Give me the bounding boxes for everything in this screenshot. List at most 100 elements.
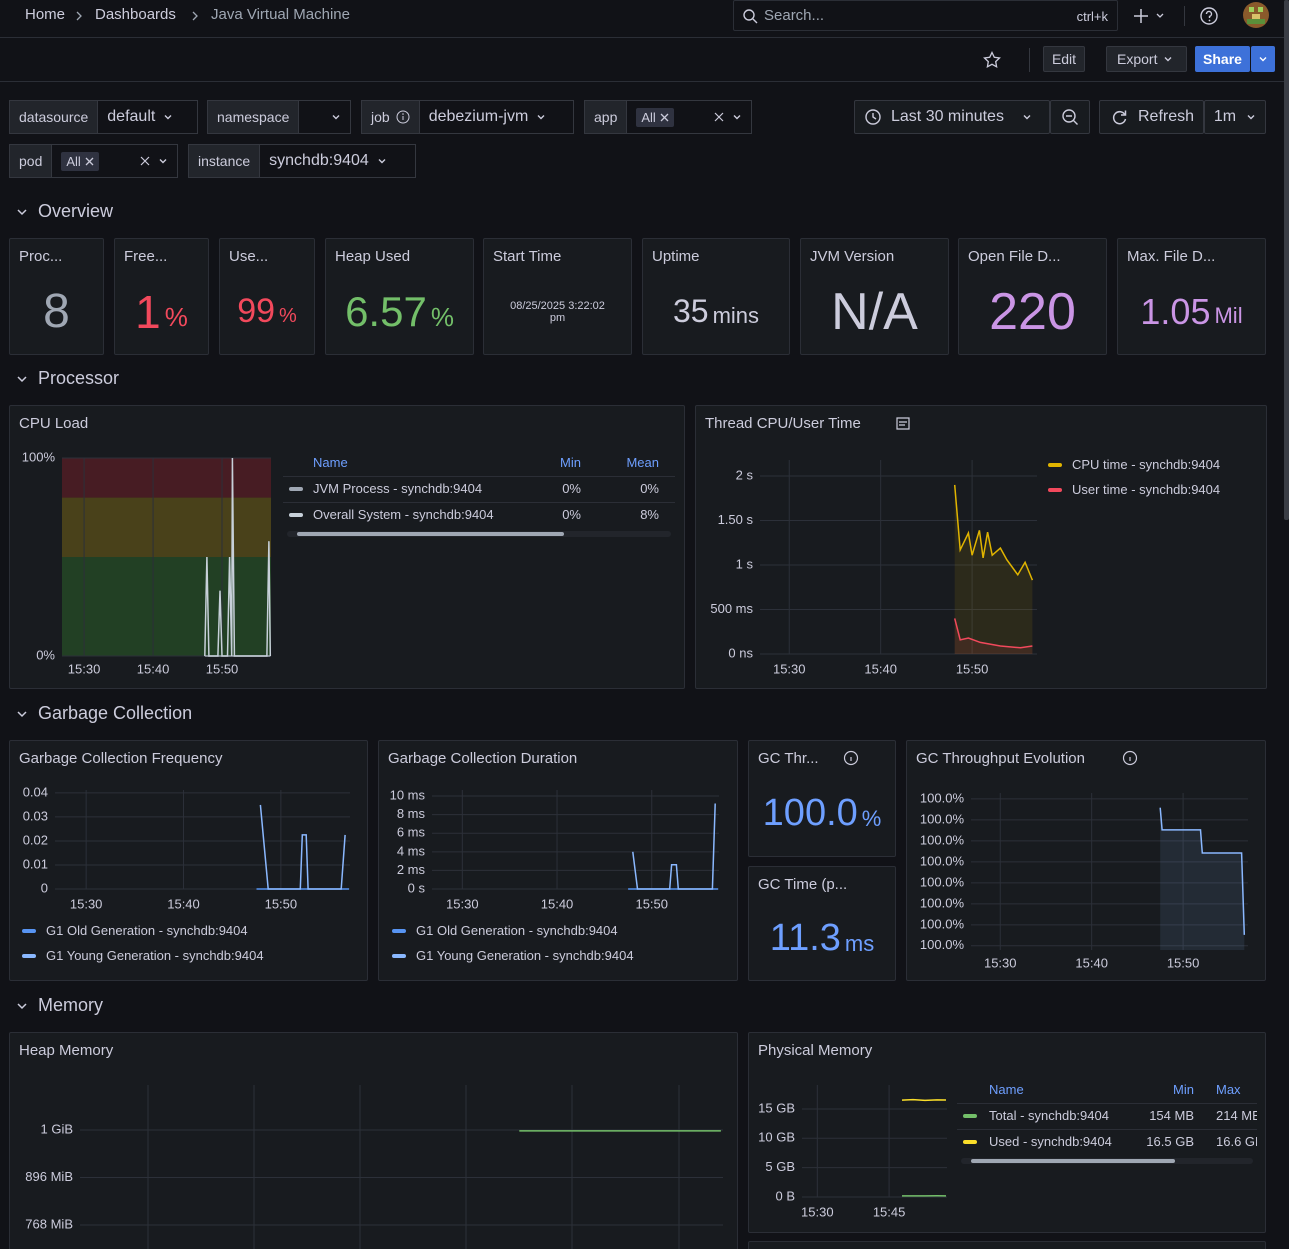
variable[interactable]: instance synchdb:9404: [188, 144, 416, 178]
variable[interactable]: job debezium-jvm: [361, 100, 574, 134]
legend-label: CPU time - synchdb:9404: [1072, 457, 1220, 473]
stat-value: 6.57%: [330, 275, 469, 348]
variable-label-text: job: [371, 109, 390, 125]
section-header[interactable]: Processor: [16, 368, 119, 389]
stat-unit: %: [165, 290, 188, 333]
refresh-button[interactable]: Refresh: [1099, 100, 1204, 134]
stat-panel: GC Thr...100.0%: [748, 740, 896, 857]
legend-table: NameMinMaxTotal - synchdb:9404154 MB214 …: [957, 1079, 1257, 1173]
legend-label: User time - synchdb:9404: [1072, 482, 1220, 498]
edit-button[interactable]: Edit: [1043, 46, 1085, 72]
stat-panel: Open File D...220: [958, 238, 1107, 355]
scrollbar[interactable]: [1284, 0, 1289, 520]
legend-header: Min: [1173, 1082, 1194, 1098]
legend-swatch: [289, 487, 303, 491]
section-title: Memory: [38, 995, 103, 1016]
chip-text: All: [641, 110, 655, 125]
clear-icon[interactable]: [140, 156, 150, 166]
stat-panel: Heap Used6.57%: [325, 238, 474, 355]
legend-cell: Total - synchdb:9404: [989, 1108, 1109, 1124]
value-chip: All: [61, 152, 98, 171]
share-menu-button[interactable]: [1251, 46, 1275, 72]
row-divider: [957, 1129, 1257, 1130]
clear-icon[interactable]: [714, 112, 724, 122]
variable-value[interactable]: debezium-jvm: [420, 100, 574, 134]
time-range-picker[interactable]: Last 30 minutes: [854, 100, 1050, 134]
legend-label: G1 Old Generation - synchdb:9404: [416, 923, 618, 939]
legend-label: G1 Young Generation - synchdb:9404: [46, 948, 264, 964]
legend-label: G1 Old Generation - synchdb:9404: [46, 923, 248, 939]
section-header[interactable]: Garbage Collection: [16, 703, 192, 724]
stat-unit: ms: [845, 921, 874, 957]
info-icon: [396, 110, 410, 124]
section-title: Overview: [38, 201, 113, 222]
breadcrumb[interactable]: Home: [25, 6, 65, 23]
user-avatar[interactable]: [1243, 2, 1269, 28]
legend-cell: 16.5 GB: [1146, 1134, 1194, 1150]
export-label: Export: [1117, 51, 1157, 67]
search-box[interactable]: Search... ctrl+k: [733, 0, 1118, 31]
stat-value: 99%: [224, 275, 310, 348]
chart-panel: Heap Memory: [9, 1032, 738, 1249]
divider: [1029, 48, 1030, 72]
refresh-label: Refresh: [1138, 108, 1194, 126]
section-title: Garbage Collection: [38, 703, 192, 724]
star-button[interactable]: [983, 51, 1001, 69]
breadcrumb[interactable]: Dashboards: [95, 6, 176, 23]
chevron-icon: [377, 156, 387, 166]
zoom-out-button[interactable]: [1050, 100, 1090, 134]
chart-panel: Garbage Collection Frequency: [9, 740, 368, 981]
chart-panel: Thread CPU/User Time: [695, 405, 1267, 689]
variable[interactable]: datasource default: [9, 100, 198, 134]
stat-number: 8: [43, 284, 70, 339]
export-button[interactable]: Export: [1106, 46, 1187, 72]
variable-value[interactable]: synchdb:9404: [260, 144, 416, 178]
stat-number: 220: [989, 282, 1076, 342]
stat-panel: Proc...8: [9, 238, 104, 355]
refresh-interval[interactable]: 1m: [1204, 100, 1266, 134]
section-header[interactable]: Memory: [16, 995, 103, 1016]
panel-title: Garbage Collection Frequency: [19, 749, 222, 769]
remove-icon[interactable]: [660, 113, 669, 122]
legend-swatch: [289, 513, 303, 517]
stat-number: 1.05: [1140, 291, 1210, 333]
section-header[interactable]: Overview: [16, 201, 113, 222]
stat-panel: Free... 1%: [114, 238, 209, 355]
new-menu[interactable]: [1133, 7, 1173, 25]
refresh-icon: [1111, 109, 1128, 126]
legend-header: Name: [989, 1082, 1024, 1098]
chevron-icon: [331, 112, 341, 122]
stat-panel: Use...99%: [219, 238, 315, 355]
share-button[interactable]: Share: [1195, 46, 1250, 72]
variable-value[interactable]: [299, 100, 351, 134]
variable-label: instance: [188, 144, 260, 178]
breadcrumb-separator: [190, 11, 200, 21]
stat-number: 100.0: [763, 792, 858, 835]
variable-value-text: debezium-jvm: [429, 108, 529, 126]
stat-title: Max. File D...: [1127, 248, 1261, 265]
variable[interactable]: app All: [584, 100, 752, 134]
stat-title: Uptime: [652, 248, 785, 265]
legend-cell: Overall System - synchdb:9404: [313, 507, 494, 523]
interval-label: 1m: [1214, 108, 1236, 126]
collapse-icon: [16, 1000, 28, 1012]
variable-value[interactable]: All: [52, 144, 178, 178]
search-placeholder: Search...: [764, 7, 824, 24]
legend-swatch: [392, 929, 406, 933]
variable-value[interactable]: All: [627, 100, 752, 134]
variable[interactable]: namespace: [207, 100, 351, 134]
stat-title: Free...: [124, 248, 204, 265]
panel-title: Thread CPU/User Time: [705, 414, 861, 434]
chevron-icon: [1022, 112, 1032, 122]
help-button[interactable]: [1199, 6, 1219, 26]
variable[interactable]: pod All: [9, 144, 178, 178]
stat-title: Start Time: [493, 248, 627, 265]
variable-value[interactable]: default: [98, 100, 198, 134]
legend-cell: 0%: [640, 481, 659, 497]
legend-cell: 154 MB: [1149, 1108, 1194, 1124]
remove-icon[interactable]: [85, 157, 94, 166]
stat-value: 1%: [119, 275, 204, 348]
stat-value: 35mins: [647, 275, 785, 348]
chart-panel: CPU Load: [9, 405, 685, 689]
search-icon: [742, 8, 758, 24]
